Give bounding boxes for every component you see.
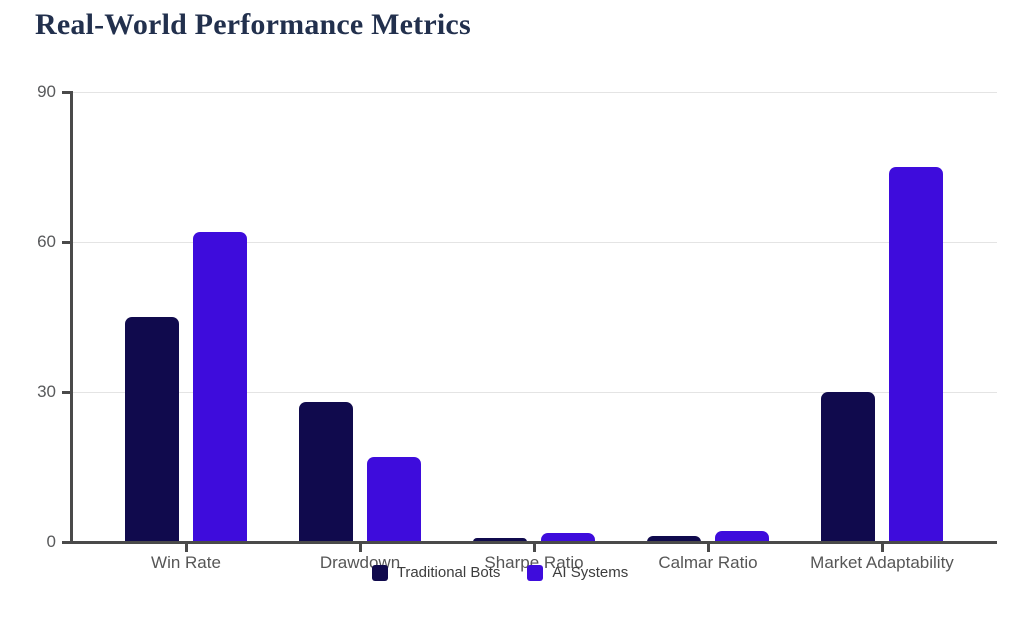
- bar-ai-systems-3: [715, 531, 769, 542]
- y-tick-label-0: 0: [46, 532, 56, 551]
- x-axis-tick-2: [532, 544, 536, 552]
- y-axis-tick-90: [62, 90, 73, 94]
- bar-ai-systems-1: [367, 457, 421, 542]
- y-axis-line: [70, 92, 73, 542]
- x-axis-line: [64, 541, 997, 544]
- legend-label: AI Systems: [552, 564, 629, 581]
- gridline-60: [72, 241, 997, 243]
- gridline-30: [72, 391, 997, 393]
- bar-ai-systems-0: [193, 232, 247, 542]
- legend-item-ai-systems[interactable]: AI Systems: [527, 564, 628, 582]
- legend-swatch-icon: [371, 565, 388, 581]
- legend-item-traditional-bots[interactable]: Traditional Bots: [371, 564, 501, 582]
- chart-title: Real-World Performance Metrics: [35, 8, 471, 41]
- y-axis-tick-30: [62, 390, 73, 394]
- x-axis-tick-1: [358, 544, 362, 552]
- bar-traditional-bots-0: [125, 317, 179, 542]
- y-axis-tick-0: [62, 540, 73, 544]
- legend-swatch-icon: [527, 565, 544, 581]
- y-tick-label-30: 30: [37, 382, 56, 401]
- bar-traditional-bots-1: [299, 402, 353, 542]
- bar-ai-systems-4: [889, 167, 943, 542]
- bar-ai-systems-2: [541, 533, 595, 542]
- chart-legend: Traditional Bots AI Systems: [0, 564, 1000, 582]
- legend-label: Traditional Bots: [396, 564, 501, 581]
- gridline-90: [72, 91, 997, 93]
- x-axis-tick-3: [706, 544, 710, 552]
- bar-traditional-bots-4: [821, 392, 875, 542]
- bar-traditional-bots-3: [647, 536, 701, 542]
- bar-traditional-bots-2: [473, 538, 527, 542]
- y-tick-label-60: 60: [37, 232, 56, 251]
- x-axis-tick-4: [880, 544, 884, 552]
- y-tick-label-90: 90: [37, 82, 56, 101]
- x-axis-tick-0: [184, 544, 188, 552]
- y-axis-tick-60: [62, 240, 73, 244]
